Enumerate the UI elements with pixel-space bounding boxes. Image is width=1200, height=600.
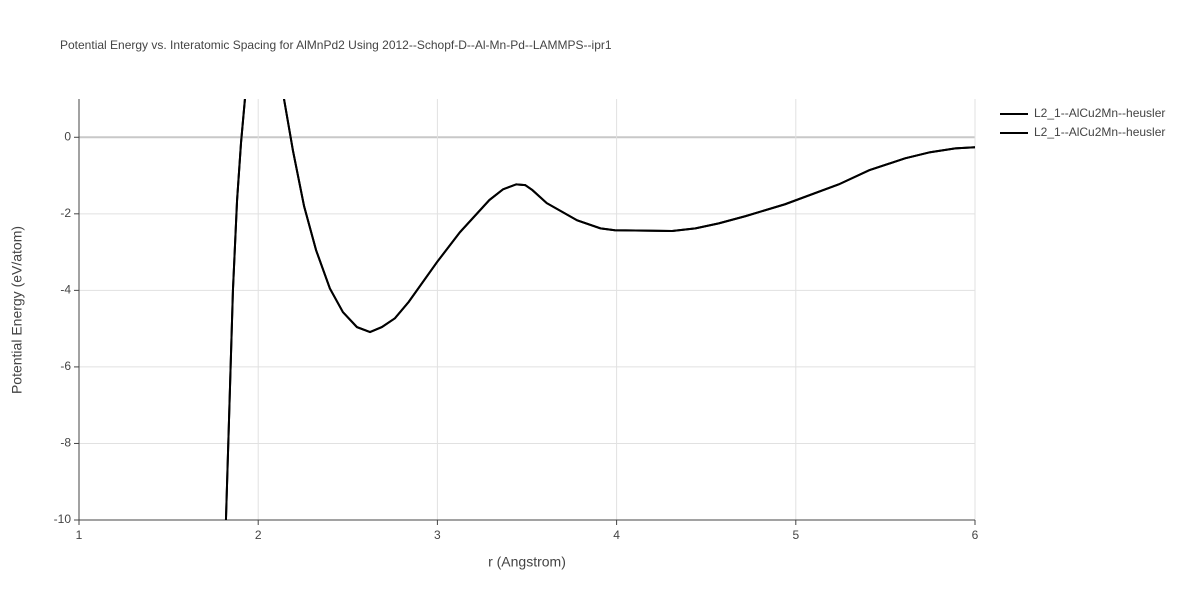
x-tick-label: 3: [434, 528, 441, 542]
y-tick-label: -2: [60, 206, 71, 220]
chart-title: Potential Energy vs. Interatomic Spacing…: [60, 38, 612, 52]
y-tick-label: -8: [60, 436, 71, 450]
legend-label: L2_1--AlCu2Mn--heusler: [1034, 125, 1165, 139]
x-tick-label: 1: [76, 528, 83, 542]
line-series: [224, 99, 975, 520]
legend-label: L2_1--AlCu2Mn--heusler: [1034, 106, 1165, 120]
x-tick-label: 4: [613, 528, 620, 542]
x-tick-label: 6: [972, 528, 979, 542]
y-tick-label: -10: [54, 512, 72, 526]
x-axis-label: r (Angstrom): [488, 554, 566, 570]
y-axis-label: Potential Energy (eV/atom): [9, 226, 25, 394]
y-tick-label: -4: [60, 283, 71, 297]
x-tick-label: 2: [255, 528, 262, 542]
x-tick-label: 5: [792, 528, 799, 542]
y-tick-label: -6: [60, 359, 71, 373]
plot-area: [224, 99, 975, 520]
y-tick-label: 0: [64, 129, 71, 143]
